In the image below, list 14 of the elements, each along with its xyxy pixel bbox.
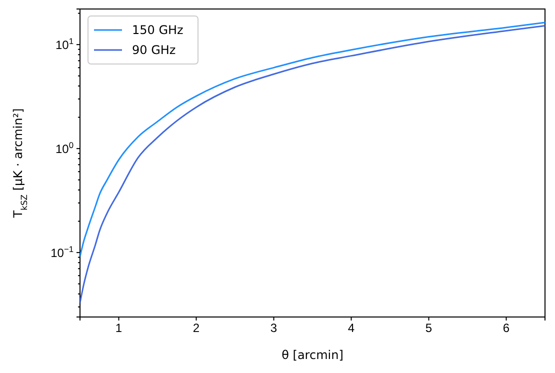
x-tick-label: 5: [425, 321, 432, 336]
x-tick-label: 3: [270, 321, 278, 336]
legend-label: 150 GHz: [132, 23, 184, 38]
y-tick-label: 10$^{0}$: [55, 140, 74, 156]
legend-label: 90 GHz: [132, 43, 176, 58]
line-series: [80, 24, 545, 304]
x-tick-label: 1: [115, 321, 122, 336]
x-tick-label: 4: [348, 321, 355, 336]
y-tick-label: 10$^{−1}$: [50, 244, 74, 260]
x-tick-label: 6: [502, 321, 510, 336]
x-tick-label: 2: [192, 321, 200, 336]
y-tick-label: 10$^{1}$: [55, 36, 74, 52]
line-series: [80, 22, 545, 258]
x-axis-title: θ [arcmin]: [282, 348, 344, 362]
